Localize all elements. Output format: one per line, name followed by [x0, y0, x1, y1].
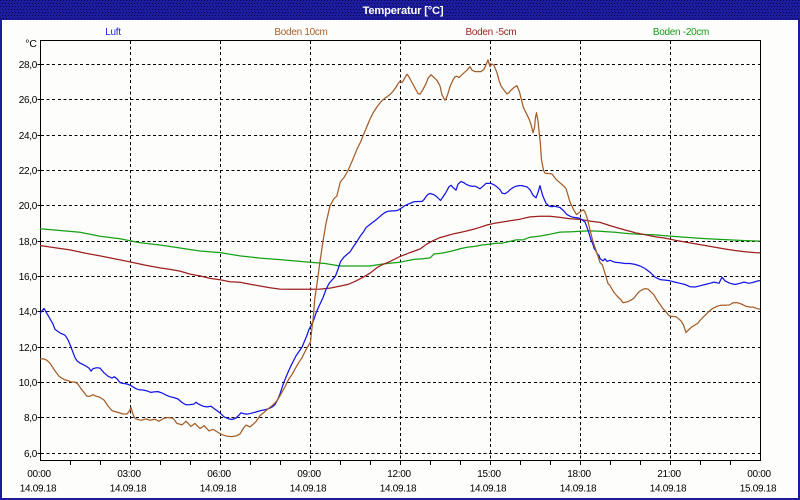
- svg-text:12:00: 12:00: [387, 469, 411, 480]
- svg-text:09:00: 09:00: [297, 469, 321, 480]
- svg-text:24,0: 24,0: [19, 131, 38, 142]
- svg-text:20,0: 20,0: [19, 201, 38, 212]
- svg-text:14.09.18: 14.09.18: [200, 484, 237, 495]
- svg-text:00:00: 00:00: [747, 469, 771, 480]
- svg-text:00:00: 00:00: [27, 469, 51, 480]
- svg-text:06:00: 06:00: [207, 469, 231, 480]
- svg-text:18,0: 18,0: [19, 237, 38, 248]
- svg-text:14.09.18: 14.09.18: [380, 484, 417, 495]
- svg-text:22,0: 22,0: [19, 166, 38, 177]
- svg-text:21:00: 21:00: [657, 469, 681, 480]
- svg-text:15:00: 15:00: [477, 469, 501, 480]
- svg-text:6,0: 6,0: [24, 449, 38, 460]
- svg-text:14.09.18: 14.09.18: [560, 484, 597, 495]
- svg-text:14.09.18: 14.09.18: [290, 484, 327, 495]
- svg-text:28,0: 28,0: [19, 60, 38, 71]
- svg-text:Temperatur [°C]: Temperatur [°C]: [363, 5, 444, 17]
- svg-text:15.09.18: 15.09.18: [740, 484, 777, 495]
- svg-text:03:00: 03:00: [117, 469, 141, 480]
- svg-text:Luft: Luft: [105, 27, 121, 38]
- svg-text:14.09.18: 14.09.18: [20, 484, 57, 495]
- svg-text:8,0: 8,0: [24, 413, 38, 424]
- svg-text:14.09.18: 14.09.18: [650, 484, 687, 495]
- svg-text:Boden -5cm: Boden -5cm: [466, 27, 517, 38]
- svg-text:14.09.18: 14.09.18: [110, 484, 147, 495]
- svg-text:Boden 10cm: Boden 10cm: [274, 27, 327, 38]
- svg-text:14.09.18: 14.09.18: [470, 484, 507, 495]
- svg-text:16,0: 16,0: [19, 272, 38, 283]
- svg-text:12,0: 12,0: [19, 343, 38, 354]
- svg-text:°C: °C: [25, 38, 37, 50]
- svg-text:14,0: 14,0: [19, 307, 38, 318]
- svg-text:Boden -20cm: Boden -20cm: [653, 27, 709, 38]
- svg-text:18:00: 18:00: [567, 469, 591, 480]
- svg-text:10,0: 10,0: [19, 378, 38, 389]
- svg-text:26,0: 26,0: [19, 95, 38, 106]
